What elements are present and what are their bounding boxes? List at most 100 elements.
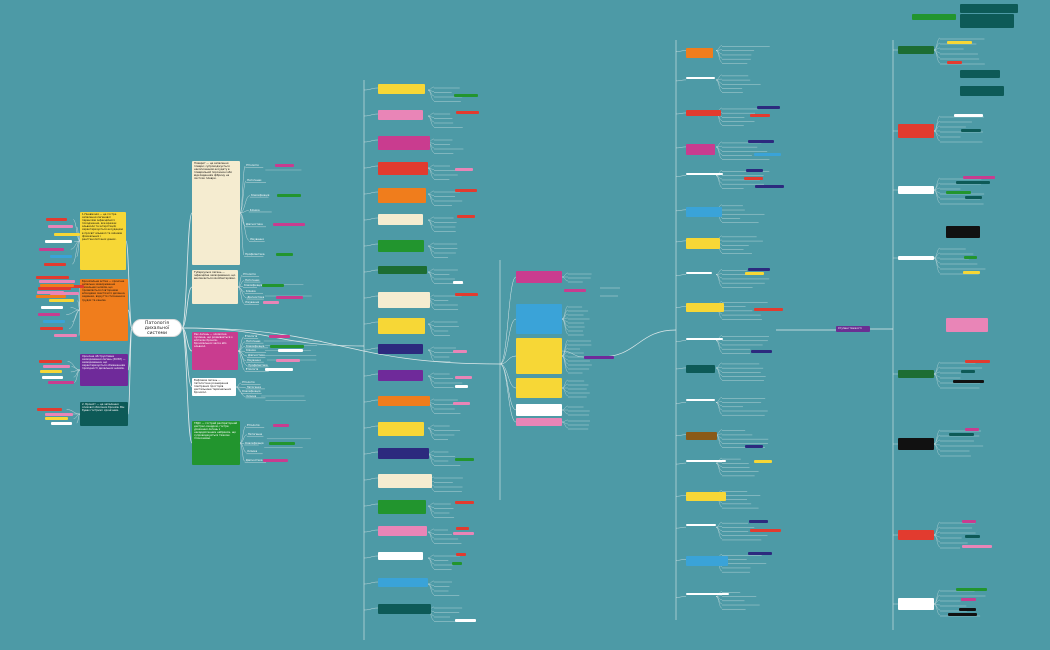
column-topic-block[interactable]: [378, 344, 423, 355]
left-subtopic-chip[interactable]: [37, 408, 62, 411]
left-subtopic-chip[interactable]: [37, 291, 64, 295]
column-subtopic-chip[interactable]: [454, 189, 477, 192]
column-subtopic-chip[interactable]: [455, 553, 467, 556]
column-topic-block[interactable]: [686, 206, 722, 217]
column-subtopic-chip[interactable]: [745, 271, 764, 275]
column-topic-block[interactable]: [898, 124, 934, 138]
left-subtopic-chip[interactable]: [54, 334, 77, 337]
center-branch-label[interactable]: Етіологія: [243, 273, 256, 276]
center-branch-label[interactable]: Етіологія: [245, 368, 259, 372]
center-branch-label[interactable]: Патогенез: [246, 385, 262, 389]
column-topic-block[interactable]: [378, 422, 424, 436]
column-topic-block[interactable]: [516, 271, 562, 283]
center-branch-label[interactable]: Патогенез: [245, 278, 260, 282]
right-detail-block[interactable]: [946, 318, 988, 332]
right-subtopic-chip[interactable]: [956, 181, 990, 184]
column-subtopic-chip[interactable]: [747, 139, 775, 143]
column-topic-block[interactable]: [378, 500, 426, 515]
column-subtopic-chip[interactable]: [584, 356, 614, 359]
right-subtopic-chip[interactable]: [946, 191, 971, 194]
column-subtopic-chip[interactable]: [564, 289, 586, 292]
column-topic-block[interactable]: [686, 109, 722, 117]
column-subtopic-chip[interactable]: [754, 307, 783, 311]
right-subtopic-chip[interactable]: [961, 598, 977, 601]
column-topic-block[interactable]: [686, 364, 715, 373]
right-detail-block[interactable]: [960, 86, 1004, 96]
center-branch-label[interactable]: Етіологія: [244, 335, 258, 338]
column-subtopic-chip[interactable]: [749, 520, 768, 524]
left-subtopic-chip[interactable]: [39, 327, 64, 330]
right-subtopic-chip[interactable]: [961, 129, 981, 132]
column-subtopic-chip[interactable]: [749, 528, 782, 532]
left-subtopic-chip[interactable]: [42, 375, 63, 379]
center-branch-label[interactable]: Клініка: [249, 208, 260, 212]
left-subtopic-chip[interactable]: [45, 417, 68, 420]
left-subtopic-chip[interactable]: [44, 240, 73, 244]
center-branch-label[interactable]: Патогенез: [247, 178, 262, 182]
column-subtopic-chip[interactable]: [454, 94, 478, 97]
center-subtopic-chip[interactable]: [270, 344, 304, 348]
column-topic-block[interactable]: [516, 338, 562, 374]
column-subtopic-chip[interactable]: [754, 460, 772, 464]
center-branch-topic[interactable]: Туберкульоз легень — інфекційне захворюв…: [192, 270, 238, 304]
center-branch-label[interactable]: Лікування: [246, 358, 261, 362]
column-subtopic-chip[interactable]: [453, 280, 464, 284]
left-subtopic-chip[interactable]: [39, 370, 63, 374]
column-topic-block[interactable]: [516, 404, 562, 416]
right-subtopic-chip[interactable]: [963, 176, 995, 179]
column-topic-block[interactable]: [686, 337, 724, 340]
center-branch-label[interactable]: Класифікація: [245, 344, 265, 348]
column-topic-block[interactable]: [378, 604, 432, 615]
center-branch-topic[interactable]: Плеврит — це запалення плеври; супроводж…: [192, 161, 240, 265]
left-branch-topic[interactable]: Бронхіальна астма — хронічне запальне за…: [80, 279, 128, 341]
column-topic-block[interactable]: [378, 266, 427, 275]
center-subtopic-chip[interactable]: [263, 459, 288, 463]
center-branch-label[interactable]: Класифікація: [242, 390, 261, 393]
left-subtopic-chip[interactable]: [49, 292, 80, 295]
column-topic-block[interactable]: [516, 418, 562, 426]
center-branch-topic[interactable]: Рак легень — злоякісна пухлина, що розви…: [192, 332, 238, 370]
column-subtopic-chip[interactable]: [751, 350, 772, 354]
column-topic-block[interactable]: [898, 256, 934, 260]
center-branch-label[interactable]: Клініка: [246, 394, 257, 398]
right-heading[interactable]: Ступені тяжкості: [836, 326, 870, 332]
center-subtopic-chip[interactable]: [277, 193, 301, 197]
column-topic-block[interactable]: [898, 438, 934, 450]
column-topic-block[interactable]: [378, 110, 423, 120]
column-topic-block[interactable]: [686, 303, 724, 313]
left-subtopic-chip[interactable]: [44, 262, 66, 266]
right-subtopic-chip[interactable]: [962, 520, 976, 523]
column-subtopic-chip[interactable]: [454, 458, 475, 461]
center-branch-label[interactable]: Діагностика: [245, 223, 263, 227]
column-topic-block[interactable]: [516, 304, 562, 334]
column-topic-block[interactable]: [378, 136, 430, 150]
column-topic-block[interactable]: [686, 556, 728, 567]
right-subtopic-chip[interactable]: [961, 370, 976, 373]
center-branch-label[interactable]: Діагностика: [247, 354, 265, 357]
column-subtopic-chip[interactable]: [452, 401, 470, 405]
center-branch-label[interactable]: Етіологія: [246, 164, 259, 167]
center-branch-label[interactable]: Класифікація: [245, 441, 264, 445]
column-subtopic-chip[interactable]: [454, 375, 472, 379]
column-topic-block[interactable]: [686, 47, 713, 59]
center-branch-label[interactable]: Лікування: [245, 301, 259, 305]
right-detail-block[interactable]: [960, 4, 1018, 13]
column-topic-block[interactable]: [378, 370, 424, 381]
right-detail-block[interactable]: [960, 70, 1000, 78]
column-topic-block[interactable]: [378, 84, 426, 94]
left-branch-topic[interactable]: Хронічне обструктивне захворювання леген…: [80, 354, 128, 386]
column-subtopic-chip[interactable]: [453, 531, 474, 535]
center-branch-label[interactable]: Діагностика: [247, 295, 265, 299]
center-branch-label[interactable]: Клініка: [245, 349, 256, 353]
right-subtopic-chip[interactable]: [948, 433, 974, 436]
column-subtopic-chip[interactable]: [455, 618, 477, 622]
column-subtopic-chip[interactable]: [757, 105, 780, 109]
left-subtopic-chip[interactable]: [39, 247, 65, 251]
left-branch-topic[interactable]: 1.Пневмонія — це гостре запалення легене…: [80, 212, 126, 270]
center-subtopic-chip[interactable]: [273, 424, 289, 427]
right-subtopic-chip[interactable]: [964, 535, 981, 538]
column-subtopic-chip[interactable]: [744, 444, 763, 448]
center-branch-topic[interactable]: ГРДС — гострий респіраторний дистрес-син…: [192, 421, 240, 465]
right-subtopic-chip[interactable]: [946, 41, 972, 44]
center-subtopic-chip[interactable]: [275, 253, 293, 257]
